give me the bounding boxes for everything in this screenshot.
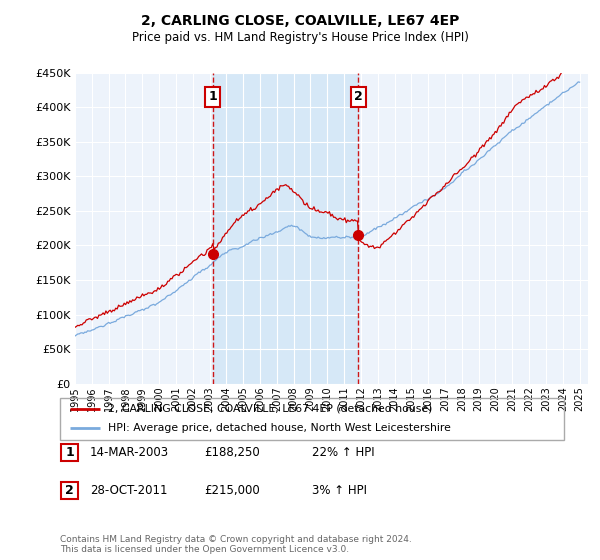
Text: This data is licensed under the Open Government Licence v3.0.: This data is licensed under the Open Gov… xyxy=(60,545,349,554)
Text: HPI: Average price, detached house, North West Leicestershire: HPI: Average price, detached house, Nort… xyxy=(108,423,451,433)
Text: Price paid vs. HM Land Registry's House Price Index (HPI): Price paid vs. HM Land Registry's House … xyxy=(131,31,469,44)
Text: 2: 2 xyxy=(354,91,362,104)
Text: Contains HM Land Registry data © Crown copyright and database right 2024.: Contains HM Land Registry data © Crown c… xyxy=(60,535,412,544)
Text: 2, CARLING CLOSE, COALVILLE, LE67 4EP: 2, CARLING CLOSE, COALVILLE, LE67 4EP xyxy=(141,14,459,28)
Text: 1: 1 xyxy=(209,91,217,104)
Bar xyxy=(213,73,358,384)
Text: 2: 2 xyxy=(65,484,74,497)
Text: £215,000: £215,000 xyxy=(204,484,260,497)
Text: 22% ↑ HPI: 22% ↑ HPI xyxy=(312,446,374,459)
Text: 2, CARLING CLOSE, COALVILLE, LE67 4EP (detached house): 2, CARLING CLOSE, COALVILLE, LE67 4EP (d… xyxy=(108,404,432,414)
Text: £188,250: £188,250 xyxy=(204,446,260,459)
Text: 14-MAR-2003: 14-MAR-2003 xyxy=(90,446,169,459)
Text: 28-OCT-2011: 28-OCT-2011 xyxy=(90,484,167,497)
Text: 1: 1 xyxy=(65,446,74,459)
Text: 3% ↑ HPI: 3% ↑ HPI xyxy=(312,484,367,497)
